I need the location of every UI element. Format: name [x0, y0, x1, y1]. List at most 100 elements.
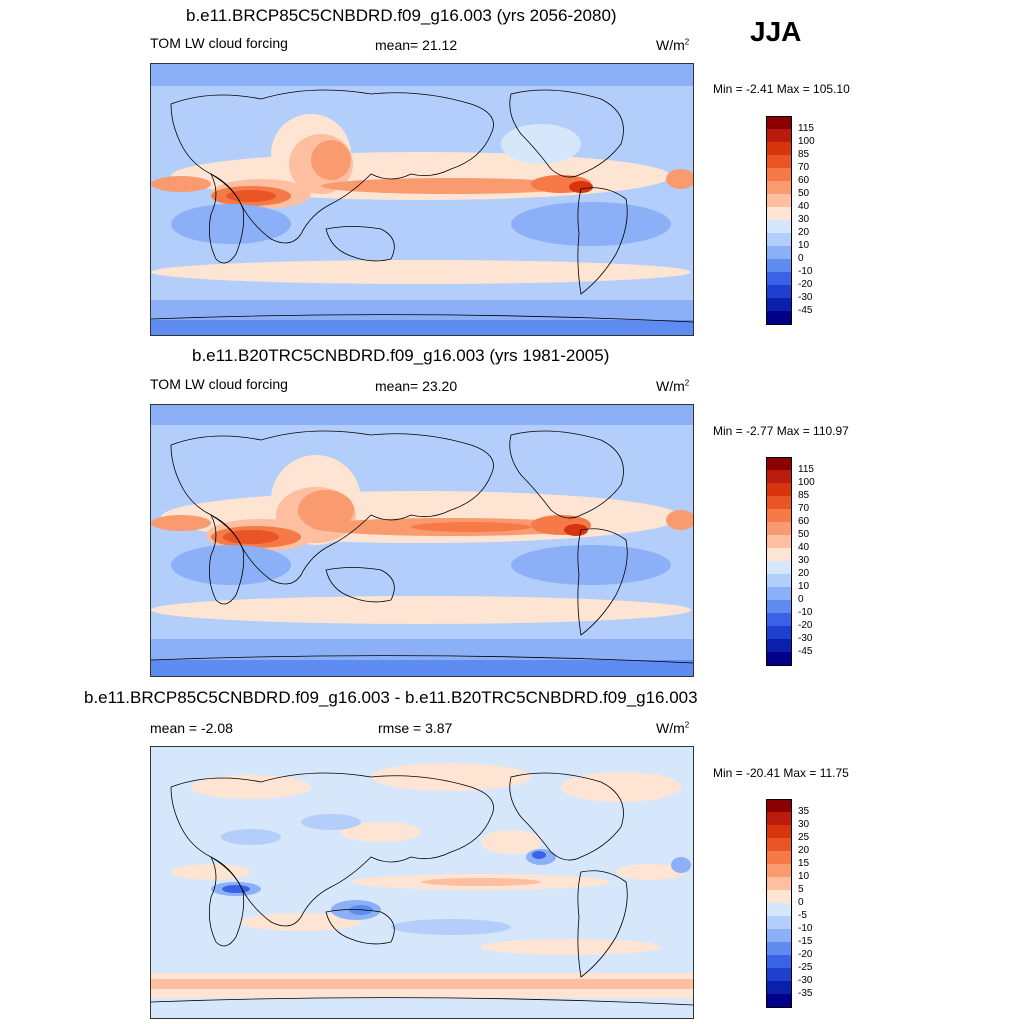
colorbar-2-swatch-7 [766, 548, 792, 561]
colorbar-3-label: -15 [798, 936, 813, 947]
colorbar-1-label: -30 [798, 292, 813, 303]
colorbar-2-swatch-10 [766, 587, 792, 600]
colorbar-2-label: -30 [798, 633, 813, 644]
colorbar-1-label: 30 [798, 214, 810, 225]
colorbar-2-label: 115 [798, 464, 814, 475]
colorbar-2-label: 30 [798, 555, 810, 566]
colorbar-1-label: -10 [798, 266, 813, 277]
colorbar-2-label: 10 [798, 581, 810, 592]
panel-3-units: W/m2 [656, 720, 690, 736]
colorbar-3-label: -10 [798, 923, 813, 934]
colorbar-3-swatch-7 [766, 890, 792, 903]
colorbar-2-swatch-5 [766, 522, 792, 535]
colorbar-3-swatch-10 [766, 929, 792, 942]
panel-1-minmax: Min = -2.41 Max = 105.10 [713, 82, 850, 96]
colorbar-1-label: 70 [798, 162, 810, 173]
colorbar-1-label: -20 [798, 279, 813, 290]
colorbar-2-swatch-8 [766, 561, 792, 574]
colorbar-3-swatch-11 [766, 942, 792, 955]
colorbar-3-label: 0 [798, 897, 804, 908]
colorbar-3-swatch-6 [766, 877, 792, 890]
colorbar-3-label: 30 [798, 819, 810, 830]
panel-2-map [150, 404, 694, 677]
colorbar-3-swatch-15 [766, 994, 792, 1008]
colorbar-3-swatch-0 [766, 799, 792, 813]
panel-3-mean-label: mean = -2.08 [150, 720, 233, 736]
colorbar-1-label: 50 [798, 188, 810, 199]
panel-3-map [150, 746, 694, 1019]
colorbar-3-label: -20 [798, 949, 813, 960]
colorbar-2-swatch-4 [766, 509, 792, 522]
colorbar-3-label: 15 [798, 858, 810, 869]
panel-3-minmax: Min = -20.41 Max = 11.75 [713, 766, 849, 780]
colorbar-1-swatch-9 [766, 233, 792, 246]
colorbar-2-swatch-0 [766, 457, 792, 471]
colorbar-3-label: 10 [798, 871, 810, 882]
colorbar-1-swatch-2 [766, 142, 792, 155]
colorbar-2-swatch-14 [766, 639, 792, 652]
panel-1-units: W/m2 [656, 37, 690, 53]
colorbar-2-swatch-1 [766, 470, 792, 483]
colorbar-1-label: 60 [798, 175, 810, 186]
colorbar-3-label: 5 [798, 884, 804, 895]
colorbar-1-label: 85 [798, 149, 810, 160]
colorbar-1-swatch-15 [766, 311, 792, 325]
colorbar-3-swatch-1 [766, 812, 792, 825]
colorbar-1-label: 0 [798, 253, 804, 264]
colorbar-1-label: 115 [798, 123, 814, 134]
colorbar-3-swatch-9 [766, 916, 792, 929]
panel-2-units: W/m2 [656, 378, 690, 394]
colorbar-3-label: -35 [798, 988, 813, 999]
colorbar-2-swatch-13 [766, 626, 792, 639]
panel-3-title: b.e11.BRCP85C5CNBDRD.f09_g16.003 - b.e11… [84, 688, 698, 707]
colorbar-1-label: 40 [798, 201, 810, 212]
colorbar-3-swatch-13 [766, 968, 792, 981]
colorbar-3-swatch-14 [766, 981, 792, 994]
colorbar-3-label: -5 [798, 910, 807, 921]
colorbar-1-swatch-12 [766, 272, 792, 285]
colorbar-1-swatch-11 [766, 259, 792, 272]
colorbar-1-swatch-4 [766, 168, 792, 181]
colorbar-1-swatch-1 [766, 129, 792, 142]
colorbar-3-label: -25 [798, 962, 813, 973]
panel-2-mean-label: mean= 23.20 [375, 378, 458, 394]
colorbar-1-swatch-8 [766, 220, 792, 233]
panel-2-minmax: Min = -2.77 Max = 110.97 [713, 424, 849, 438]
colorbar-1-swatch-0 [766, 116, 792, 130]
colorbar-2-label: -20 [798, 620, 813, 631]
colorbar-2-label: 100 [798, 477, 815, 488]
colorbar-1-swatch-5 [766, 181, 792, 194]
colorbar-1-label: -45 [798, 305, 813, 316]
colorbar-3-label: -30 [798, 975, 813, 986]
colorbar-3-swatch-5 [766, 864, 792, 877]
colorbar-2-label: 60 [798, 516, 810, 527]
colorbar-2-swatch-11 [766, 600, 792, 613]
colorbar-1-label: 10 [798, 240, 810, 251]
colorbar-2-label: -10 [798, 607, 813, 618]
colorbar-3-label: 25 [798, 832, 810, 843]
season-label: JJA [750, 16, 802, 47]
colorbar-2-swatch-3 [766, 496, 792, 509]
colorbar-2-swatch-6 [766, 535, 792, 548]
colorbar-2-swatch-12 [766, 613, 792, 626]
colorbar-3-label: 35 [798, 806, 810, 817]
colorbar-1-swatch-14 [766, 298, 792, 311]
colorbar-1-swatch-13 [766, 285, 792, 298]
panel-1-title: b.e11.BRCP85C5CNBDRD.f09_g16.003 (yrs 20… [186, 6, 617, 25]
colorbar-1-swatch-10 [766, 246, 792, 259]
colorbar-3-swatch-2 [766, 825, 792, 838]
panel-1-map [150, 63, 694, 336]
colorbar-2-label: -45 [798, 646, 813, 657]
panel-2-variable-label: TOM LW cloud forcing [150, 376, 288, 392]
colorbar-3-swatch-3 [766, 838, 792, 851]
colorbar-1-swatch-3 [766, 155, 792, 168]
colorbar-2-label: 70 [798, 503, 810, 514]
colorbar-2-label: 0 [798, 594, 804, 605]
colorbar-2-swatch-2 [766, 483, 792, 496]
colorbar-2-label: 40 [798, 542, 810, 553]
colorbar-2-swatch-9 [766, 574, 792, 587]
colorbar-3-swatch-4 [766, 851, 792, 864]
colorbar-1-swatch-7 [766, 207, 792, 220]
panel-2-title: b.e11.B20TRC5CNBDRD.f09_g16.003 (yrs 198… [192, 346, 610, 365]
colorbar-1-swatch-6 [766, 194, 792, 207]
